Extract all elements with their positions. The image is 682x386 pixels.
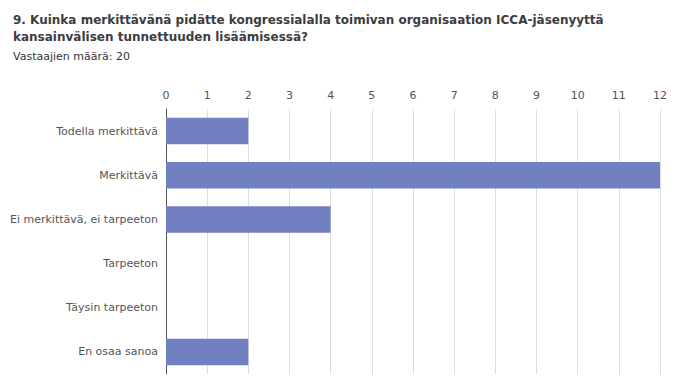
svg-text:2: 2: [245, 89, 252, 102]
svg-text:kansainvälisen tunnettuuden li: kansainvälisen tunnettuuden lisäämisessä…: [13, 30, 308, 44]
svg-text:12: 12: [653, 89, 667, 102]
svg-text:6: 6: [409, 89, 416, 102]
svg-text:0: 0: [162, 89, 169, 102]
svg-text:1: 1: [204, 89, 211, 102]
svg-text:5: 5: [368, 89, 375, 102]
svg-text:9. Kuinka merkittävänä pidätte: 9. Kuinka merkittävänä pidätte kongressi…: [13, 13, 604, 27]
svg-text:8: 8: [492, 89, 499, 102]
svg-text:11: 11: [612, 89, 626, 102]
svg-text:Merkittävä: Merkittävä: [99, 169, 158, 182]
svg-text:4: 4: [327, 89, 334, 102]
svg-text:Tarpeeton: Tarpeeton: [102, 257, 158, 270]
svg-text:3: 3: [286, 89, 293, 102]
svg-text:7: 7: [451, 89, 458, 102]
svg-text:Ei merkittävä, ei tarpeeton: Ei merkittävä, ei tarpeeton: [10, 213, 158, 226]
svg-text:Vastaajien määrä: 20: Vastaajien määrä: 20: [13, 50, 130, 63]
svg-text:10: 10: [571, 89, 585, 102]
svg-text:En osaa sanoa: En osaa sanoa: [78, 345, 158, 358]
svg-text:Todella merkittävä: Todella merkittävä: [55, 125, 158, 138]
svg-text:9: 9: [533, 89, 540, 102]
svg-text:Täysin tarpeeton: Täysin tarpeeton: [65, 301, 158, 314]
